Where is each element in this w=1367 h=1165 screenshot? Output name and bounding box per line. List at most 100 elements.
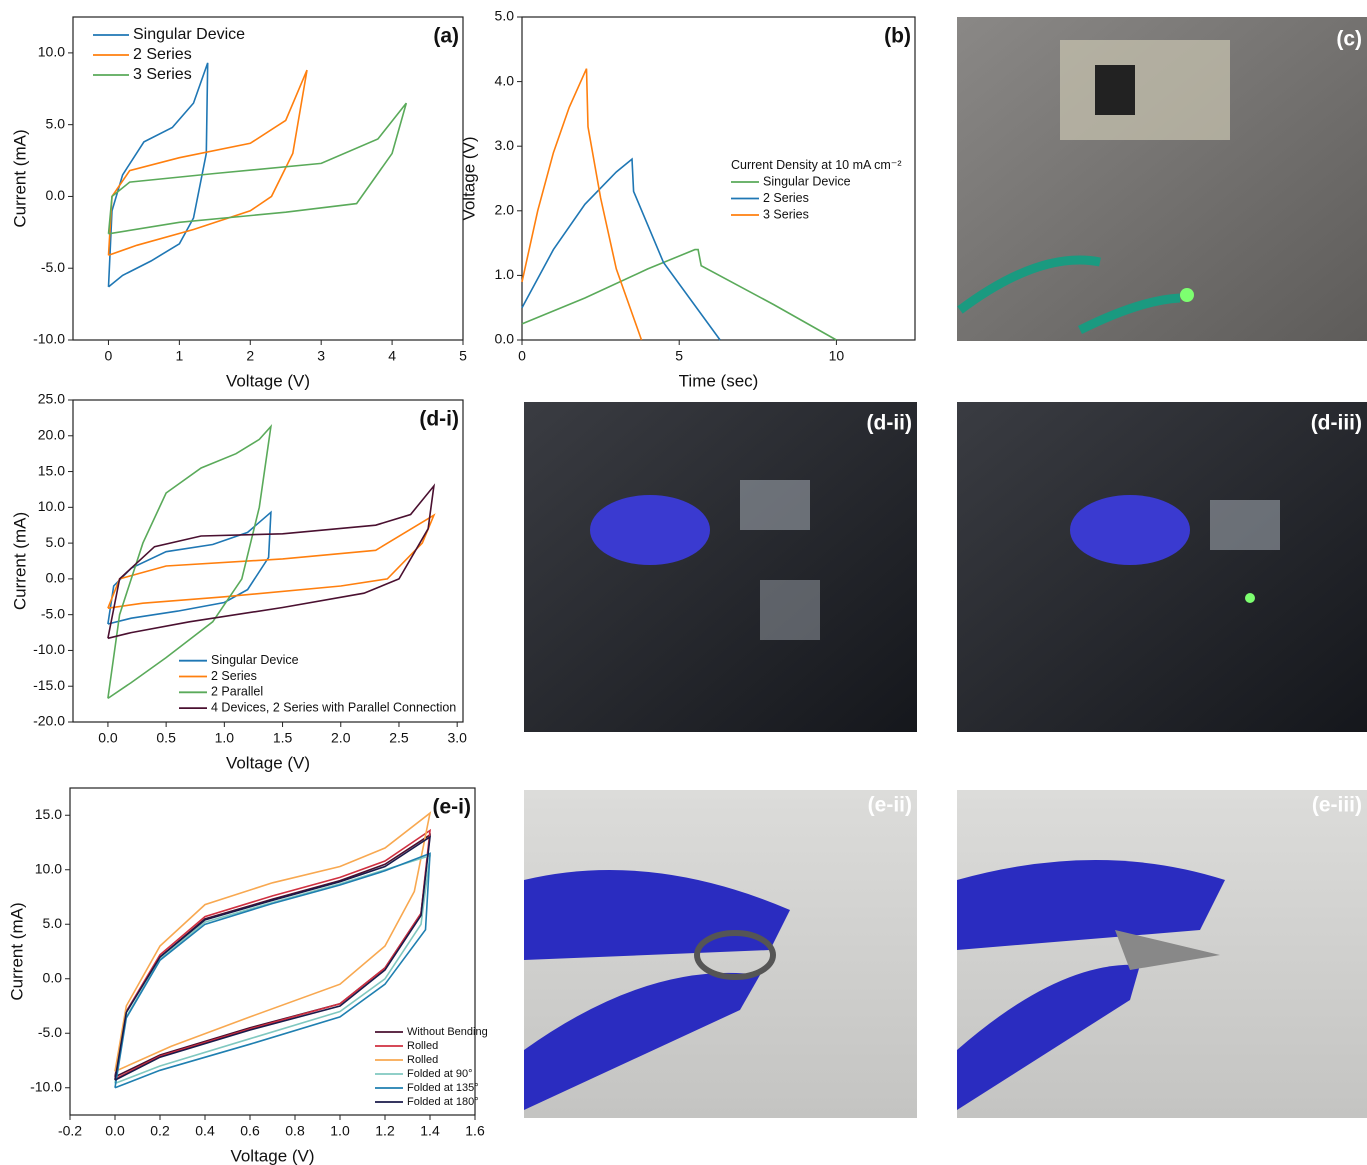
y-axis-label: Voltage (V) bbox=[459, 136, 478, 220]
x-tick-label: 1.6 bbox=[465, 1123, 485, 1139]
photo-d-ii bbox=[524, 402, 917, 732]
x-tick-label: 3 bbox=[317, 348, 325, 364]
x-tick-label: 0 bbox=[518, 348, 526, 364]
x-tick-label: 0 bbox=[105, 348, 113, 364]
x-tick-label: 2 bbox=[246, 348, 254, 364]
series-line bbox=[109, 63, 208, 287]
x-tick-label: 1.5 bbox=[273, 730, 293, 746]
x-axis-label: Voltage (V) bbox=[226, 753, 310, 772]
x-tick-label: 1.4 bbox=[420, 1123, 440, 1139]
legend-label: Singular Device bbox=[133, 26, 245, 43]
panel-label: (d-iii) bbox=[1311, 412, 1362, 435]
x-tick-label: 0.0 bbox=[98, 730, 118, 746]
legend-label: 3 Series bbox=[763, 207, 809, 221]
y-tick-label: 0.0 bbox=[46, 570, 66, 586]
series-line bbox=[522, 250, 836, 340]
legend-label: 4 Devices, 2 Series with Parallel Connec… bbox=[211, 700, 456, 714]
legend-label: Folded at 135° bbox=[407, 1082, 479, 1094]
y-axis-label: Current (mA) bbox=[10, 129, 29, 227]
legend-label: Singular Device bbox=[211, 653, 299, 667]
x-tick-label: 2.0 bbox=[331, 730, 351, 746]
y-axis-label: Current (mA) bbox=[10, 512, 29, 610]
y-tick-label: 2.0 bbox=[495, 202, 515, 218]
series-line bbox=[522, 159, 720, 340]
x-tick-label: 0.2 bbox=[150, 1123, 170, 1139]
legend-title: Current Density at 10 mA cm⁻² bbox=[731, 158, 902, 172]
x-tick-label: 3.0 bbox=[447, 730, 467, 746]
y-tick-label: 20.0 bbox=[38, 426, 65, 442]
plot-frame bbox=[522, 17, 915, 340]
y-tick-label: 0.0 bbox=[495, 331, 515, 347]
y-tick-label: -5.0 bbox=[41, 605, 65, 621]
y-tick-label: 25.0 bbox=[38, 391, 65, 407]
x-tick-label: 0.0 bbox=[105, 1123, 125, 1139]
y-tick-label: 5.0 bbox=[495, 8, 515, 24]
x-tick-label: 1.0 bbox=[215, 730, 235, 746]
legend-label: 2 Parallel bbox=[211, 685, 263, 699]
y-tick-label: -15.0 bbox=[33, 677, 65, 693]
x-tick-label: 5 bbox=[675, 348, 683, 364]
panel-label: (c) bbox=[1336, 28, 1362, 51]
y-tick-label: -5.0 bbox=[38, 1024, 62, 1040]
panel-label: (e-ii) bbox=[868, 794, 912, 817]
legend-label: 2 Series bbox=[133, 46, 192, 63]
x-tick-label: 0.8 bbox=[285, 1123, 305, 1139]
legend-label: 3 Series bbox=[133, 66, 192, 83]
plot-frame bbox=[73, 17, 463, 340]
y-tick-label: 5.0 bbox=[43, 915, 63, 931]
x-tick-label: 1 bbox=[175, 348, 183, 364]
y-tick-label: -20.0 bbox=[33, 713, 65, 729]
y-tick-label: 4.0 bbox=[495, 72, 515, 88]
x-tick-label: 2.5 bbox=[389, 730, 409, 746]
y-tick-label: -5.0 bbox=[41, 259, 65, 275]
legend-label: Singular Device bbox=[763, 174, 851, 188]
x-axis-label: Voltage (V) bbox=[230, 1146, 314, 1165]
x-tick-label: 10 bbox=[829, 348, 845, 364]
y-tick-label: 0.0 bbox=[43, 969, 63, 985]
x-axis-label: Time (sec) bbox=[679, 371, 759, 390]
y-axis-label: Current (mA) bbox=[7, 902, 26, 1000]
panel-label: (e-iii) bbox=[1312, 794, 1362, 817]
x-tick-label: 1.2 bbox=[375, 1123, 395, 1139]
plot-frame bbox=[70, 788, 475, 1115]
panel-label: (d-ii) bbox=[867, 412, 912, 435]
y-tick-label: 10.0 bbox=[38, 498, 65, 514]
y-tick-label: -10.0 bbox=[30, 1078, 62, 1094]
y-tick-label: 1.0 bbox=[495, 266, 515, 282]
y-tick-label: 0.0 bbox=[46, 187, 66, 203]
x-axis-label: Voltage (V) bbox=[226, 371, 310, 390]
y-tick-label: 10.0 bbox=[38, 44, 65, 60]
panel-label: (b) bbox=[884, 25, 911, 48]
figure: (c) (d-ii) (d-iii) (e-ii) (e-iii) -10.0 -5.0 0.… bbox=[0, 0, 1367, 1165]
legend-label: 2 Series bbox=[763, 191, 809, 205]
y-tick-label: -10.0 bbox=[33, 641, 65, 657]
x-tick-label: 0.6 bbox=[240, 1123, 260, 1139]
y-tick-label: 3.0 bbox=[495, 137, 515, 153]
photo-e-ii bbox=[524, 790, 917, 1118]
x-tick-label: 0.4 bbox=[195, 1123, 215, 1139]
y-tick-label: 5.0 bbox=[46, 534, 66, 550]
x-tick-label: 1.0 bbox=[330, 1123, 350, 1139]
legend-label: Folded at 90° bbox=[407, 1068, 473, 1080]
x-tick-label: 0.5 bbox=[156, 730, 176, 746]
x-tick-label: 4 bbox=[388, 348, 396, 364]
photo-d-iii bbox=[957, 402, 1367, 732]
series-line bbox=[109, 103, 407, 234]
y-tick-label: 15.0 bbox=[35, 806, 62, 822]
legend-label: 2 Series bbox=[211, 669, 257, 683]
legend-label: Folded at 180° bbox=[407, 1096, 479, 1108]
series-line bbox=[108, 486, 434, 638]
y-tick-label: 15.0 bbox=[38, 462, 65, 478]
legend-label: Rolled bbox=[407, 1054, 438, 1066]
panel-label: (e-i) bbox=[433, 796, 472, 819]
photo-c bbox=[957, 17, 1367, 341]
y-tick-label: -10.0 bbox=[33, 331, 65, 347]
photo-e-iii bbox=[957, 790, 1367, 1118]
y-tick-label: 10.0 bbox=[35, 860, 62, 876]
panel-label: (a) bbox=[433, 25, 459, 48]
x-tick-label: -0.2 bbox=[58, 1123, 82, 1139]
y-tick-label: 5.0 bbox=[46, 115, 66, 131]
legend-label: Rolled bbox=[407, 1040, 438, 1052]
x-tick-label: 5 bbox=[459, 348, 467, 364]
panel-label: (d-i) bbox=[419, 408, 459, 431]
